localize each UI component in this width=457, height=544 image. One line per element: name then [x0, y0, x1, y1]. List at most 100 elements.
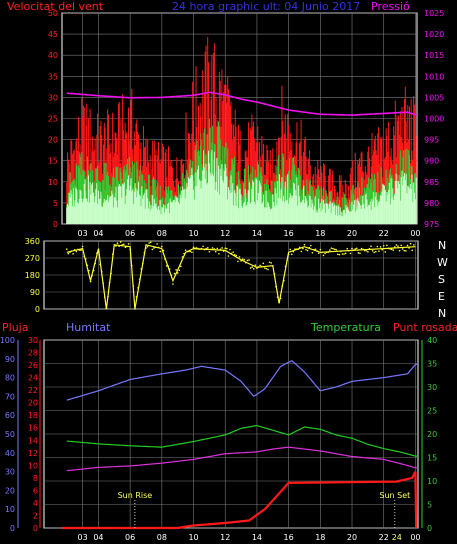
humidity-tick-label: 100 — [0, 336, 15, 345]
temperature-time-tick-label: 14 — [252, 533, 262, 542]
compass-w: W — [437, 256, 448, 269]
wind-direction-point — [99, 263, 101, 266]
wind-direction-point — [226, 247, 228, 250]
wind-direction-point — [235, 254, 238, 257]
wind-direction-point — [251, 266, 253, 268]
wind-direction-point — [259, 264, 261, 267]
wind-direction-point — [382, 244, 385, 247]
wind-direction-point — [381, 249, 383, 251]
wind-time-tick-label: 14 — [252, 229, 262, 238]
wind-direction-point — [232, 251, 234, 253]
temperature-tick-label: 20 — [427, 430, 437, 439]
pressure-tick-label: 1025 — [424, 9, 444, 18]
wind-direction-point — [243, 258, 246, 261]
pressure-line — [66, 91, 417, 116]
wind-direction-point — [69, 251, 71, 254]
wind-direction-point — [113, 244, 116, 246]
wind-direction-point — [210, 248, 212, 251]
wind-direction-point — [330, 247, 333, 249]
wind-direction-point — [207, 247, 209, 249]
wind-direction-point — [260, 265, 263, 268]
wind-direction-point — [321, 251, 323, 254]
wind-direction-panel: 0 90 180 270 360 N W S E N — [25, 237, 448, 320]
wind-direction-point — [343, 253, 345, 255]
rain-tick-label: 16 — [28, 424, 38, 433]
humidity-tick-label: 70 — [5, 392, 15, 401]
wind-direction-point — [102, 282, 105, 284]
wind-direction-point — [119, 241, 122, 243]
wind-direction-point — [395, 244, 398, 246]
sunrise-label: Sun Rise — [118, 491, 153, 500]
wind-direction-point — [176, 272, 179, 274]
wind-speed-tick-label: 20 — [48, 136, 58, 145]
wind-direction-point — [92, 269, 95, 272]
wind-direction-point — [245, 262, 247, 264]
wind-direction-point — [267, 268, 269, 271]
base-wind-series — [66, 149, 417, 224]
compass-n-top: N — [438, 239, 446, 252]
wind-time-tick-label: 06 — [125, 229, 135, 238]
wind-direction-point — [216, 247, 219, 250]
temperature-time-tick-label: 12 — [220, 533, 230, 542]
wind-direction-point — [394, 246, 396, 248]
wind-direction-point — [211, 247, 214, 249]
wind-direction-point — [371, 250, 374, 252]
wind-direction-point — [319, 248, 322, 251]
wind-direction-point — [386, 244, 388, 247]
rain-tick-label: 24 — [28, 374, 38, 383]
humidity-tick-label: 50 — [5, 430, 15, 439]
wind-time-tick-label: 04 — [93, 229, 103, 238]
wind-speed-axis: 0 5 10 15 20 25 30 35 40 45 50 — [48, 9, 58, 229]
temperature-line — [66, 424, 417, 457]
wind-direction-point — [205, 247, 208, 250]
pressure-axis: 975 980 985 990 995 1000 1005 1010 1015 1020 1025 — [424, 9, 444, 229]
wind-time-tick-label: 22 — [379, 229, 389, 238]
wind-direction-point — [156, 243, 158, 245]
wind-speed-tick-label: 5 — [53, 199, 58, 208]
wind-direction-point — [189, 250, 192, 253]
wind-direction-point — [108, 281, 111, 284]
wind-direction-point — [75, 250, 78, 253]
wind-direction-point — [184, 249, 187, 251]
wind-direction-point — [124, 246, 127, 249]
rain-tick-label: 30 — [28, 336, 38, 345]
wind-direction-point — [246, 259, 249, 262]
wind-direction-point — [403, 249, 406, 252]
wind-direction-point — [290, 253, 293, 256]
wind-direction-point — [360, 247, 363, 250]
wind-direction-point — [118, 245, 120, 248]
temperature-axis: 0 5 10 15 20 25 30 35 40 — [421, 336, 437, 533]
wind-direction-point — [194, 247, 196, 250]
wind-direction-point — [180, 265, 182, 268]
wind-direction-point — [384, 251, 387, 253]
temperature-time-tick-label: 00 — [410, 533, 420, 542]
wind-time-axis: 03 04 06 08 10 12 14 16 18 20 22 00 — [78, 229, 421, 238]
wind-direction-point — [91, 274, 93, 277]
wind-direction-point — [70, 250, 73, 252]
wind-direction-point — [387, 247, 390, 250]
wind-direction-point — [224, 247, 227, 249]
wind-direction-point — [154, 246, 157, 248]
wind-direction-point — [378, 250, 380, 253]
wind-direction-point — [351, 247, 353, 250]
wind-direction-point — [295, 248, 298, 250]
temperature-time-tick-label: 16 — [284, 533, 294, 542]
wind-direction-point — [172, 283, 174, 285]
humidity-axis: 0 10 20 30 40 50 60 70 80 90 100 — [0, 336, 19, 533]
wind-direction-point — [354, 248, 356, 250]
wind-direction-point — [311, 251, 314, 254]
humidity-tick-label: 30 — [5, 468, 15, 477]
wind-time-tick-label: 20 — [347, 229, 357, 238]
wind-direction-point — [298, 246, 301, 249]
wind-direction-point — [187, 250, 190, 253]
wind-direction-point — [192, 246, 195, 249]
wind-direction-point — [238, 256, 241, 258]
wind-direction-point — [149, 241, 152, 244]
wind-direction-point — [165, 265, 168, 267]
wind-direction-point — [237, 260, 239, 263]
wind-direction-point — [229, 248, 231, 251]
wind-direction-point — [363, 249, 366, 252]
wind-direction-point — [400, 244, 402, 247]
